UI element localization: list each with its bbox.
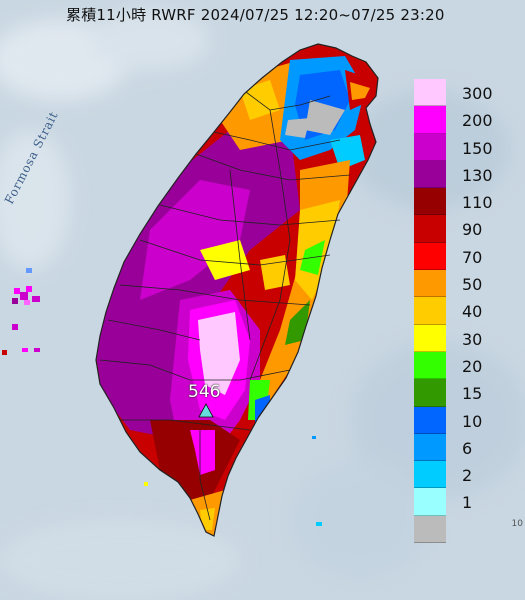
legend-label: 10 (462, 411, 483, 431)
speckle (6, 58, 14, 66)
legend-label: 6 (462, 438, 473, 458)
legend-label: 300 (462, 84, 493, 103)
max-rainfall-label: 546 (188, 382, 221, 402)
legend-label: 1 (462, 493, 473, 513)
legend-swatch (414, 297, 446, 325)
legend-label: 130 (462, 165, 493, 185)
legend-swatch (414, 488, 446, 516)
legend-label: 70 (462, 247, 483, 267)
legend-swatch (414, 406, 446, 434)
legend-swatch (414, 188, 446, 216)
legend-labels: 300 200 150 130 110 90 70 50 40 30 20 15 10 6 2 1 (462, 84, 493, 557)
max-rainfall-marker-icon (198, 403, 214, 418)
legend-swatch (414, 270, 446, 298)
map-title: 累積11小時 RWRF 2024/07/25 12:20~07/25 23:20 (66, 6, 445, 24)
legend-swatch (414, 515, 446, 544)
legend-swatch (414, 461, 446, 489)
legend-label: 200 (462, 111, 493, 131)
legend-swatch (414, 133, 446, 161)
legend-swatch (414, 106, 446, 134)
county-boundaries (95, 43, 379, 537)
legend-label: 110 (462, 193, 493, 213)
legend-label: 30 (462, 329, 483, 349)
legend-label: 2 (462, 466, 473, 486)
speckle (312, 436, 316, 439)
color-legend (414, 79, 446, 544)
legend-label: 40 (462, 302, 483, 322)
legend-label: 15 (462, 384, 483, 404)
legend-swatch (414, 324, 446, 352)
speckle (144, 482, 148, 486)
legend-label: 150 (462, 138, 493, 158)
legend-swatch (414, 433, 446, 462)
legend-swatch (414, 79, 446, 107)
legend-label: 20 (462, 356, 483, 376)
legend-swatch (414, 160, 446, 189)
legend-label: 90 (462, 220, 483, 240)
legend-swatch (414, 215, 446, 243)
legend-label: 50 (462, 275, 483, 295)
legend-label (462, 517, 493, 544)
corner-mark: 10 (511, 519, 523, 529)
legend-swatch (414, 379, 446, 407)
legend-swatch (414, 242, 446, 271)
legend-swatch (414, 351, 446, 380)
speckle (316, 522, 322, 526)
penghu-rain (2, 268, 40, 355)
